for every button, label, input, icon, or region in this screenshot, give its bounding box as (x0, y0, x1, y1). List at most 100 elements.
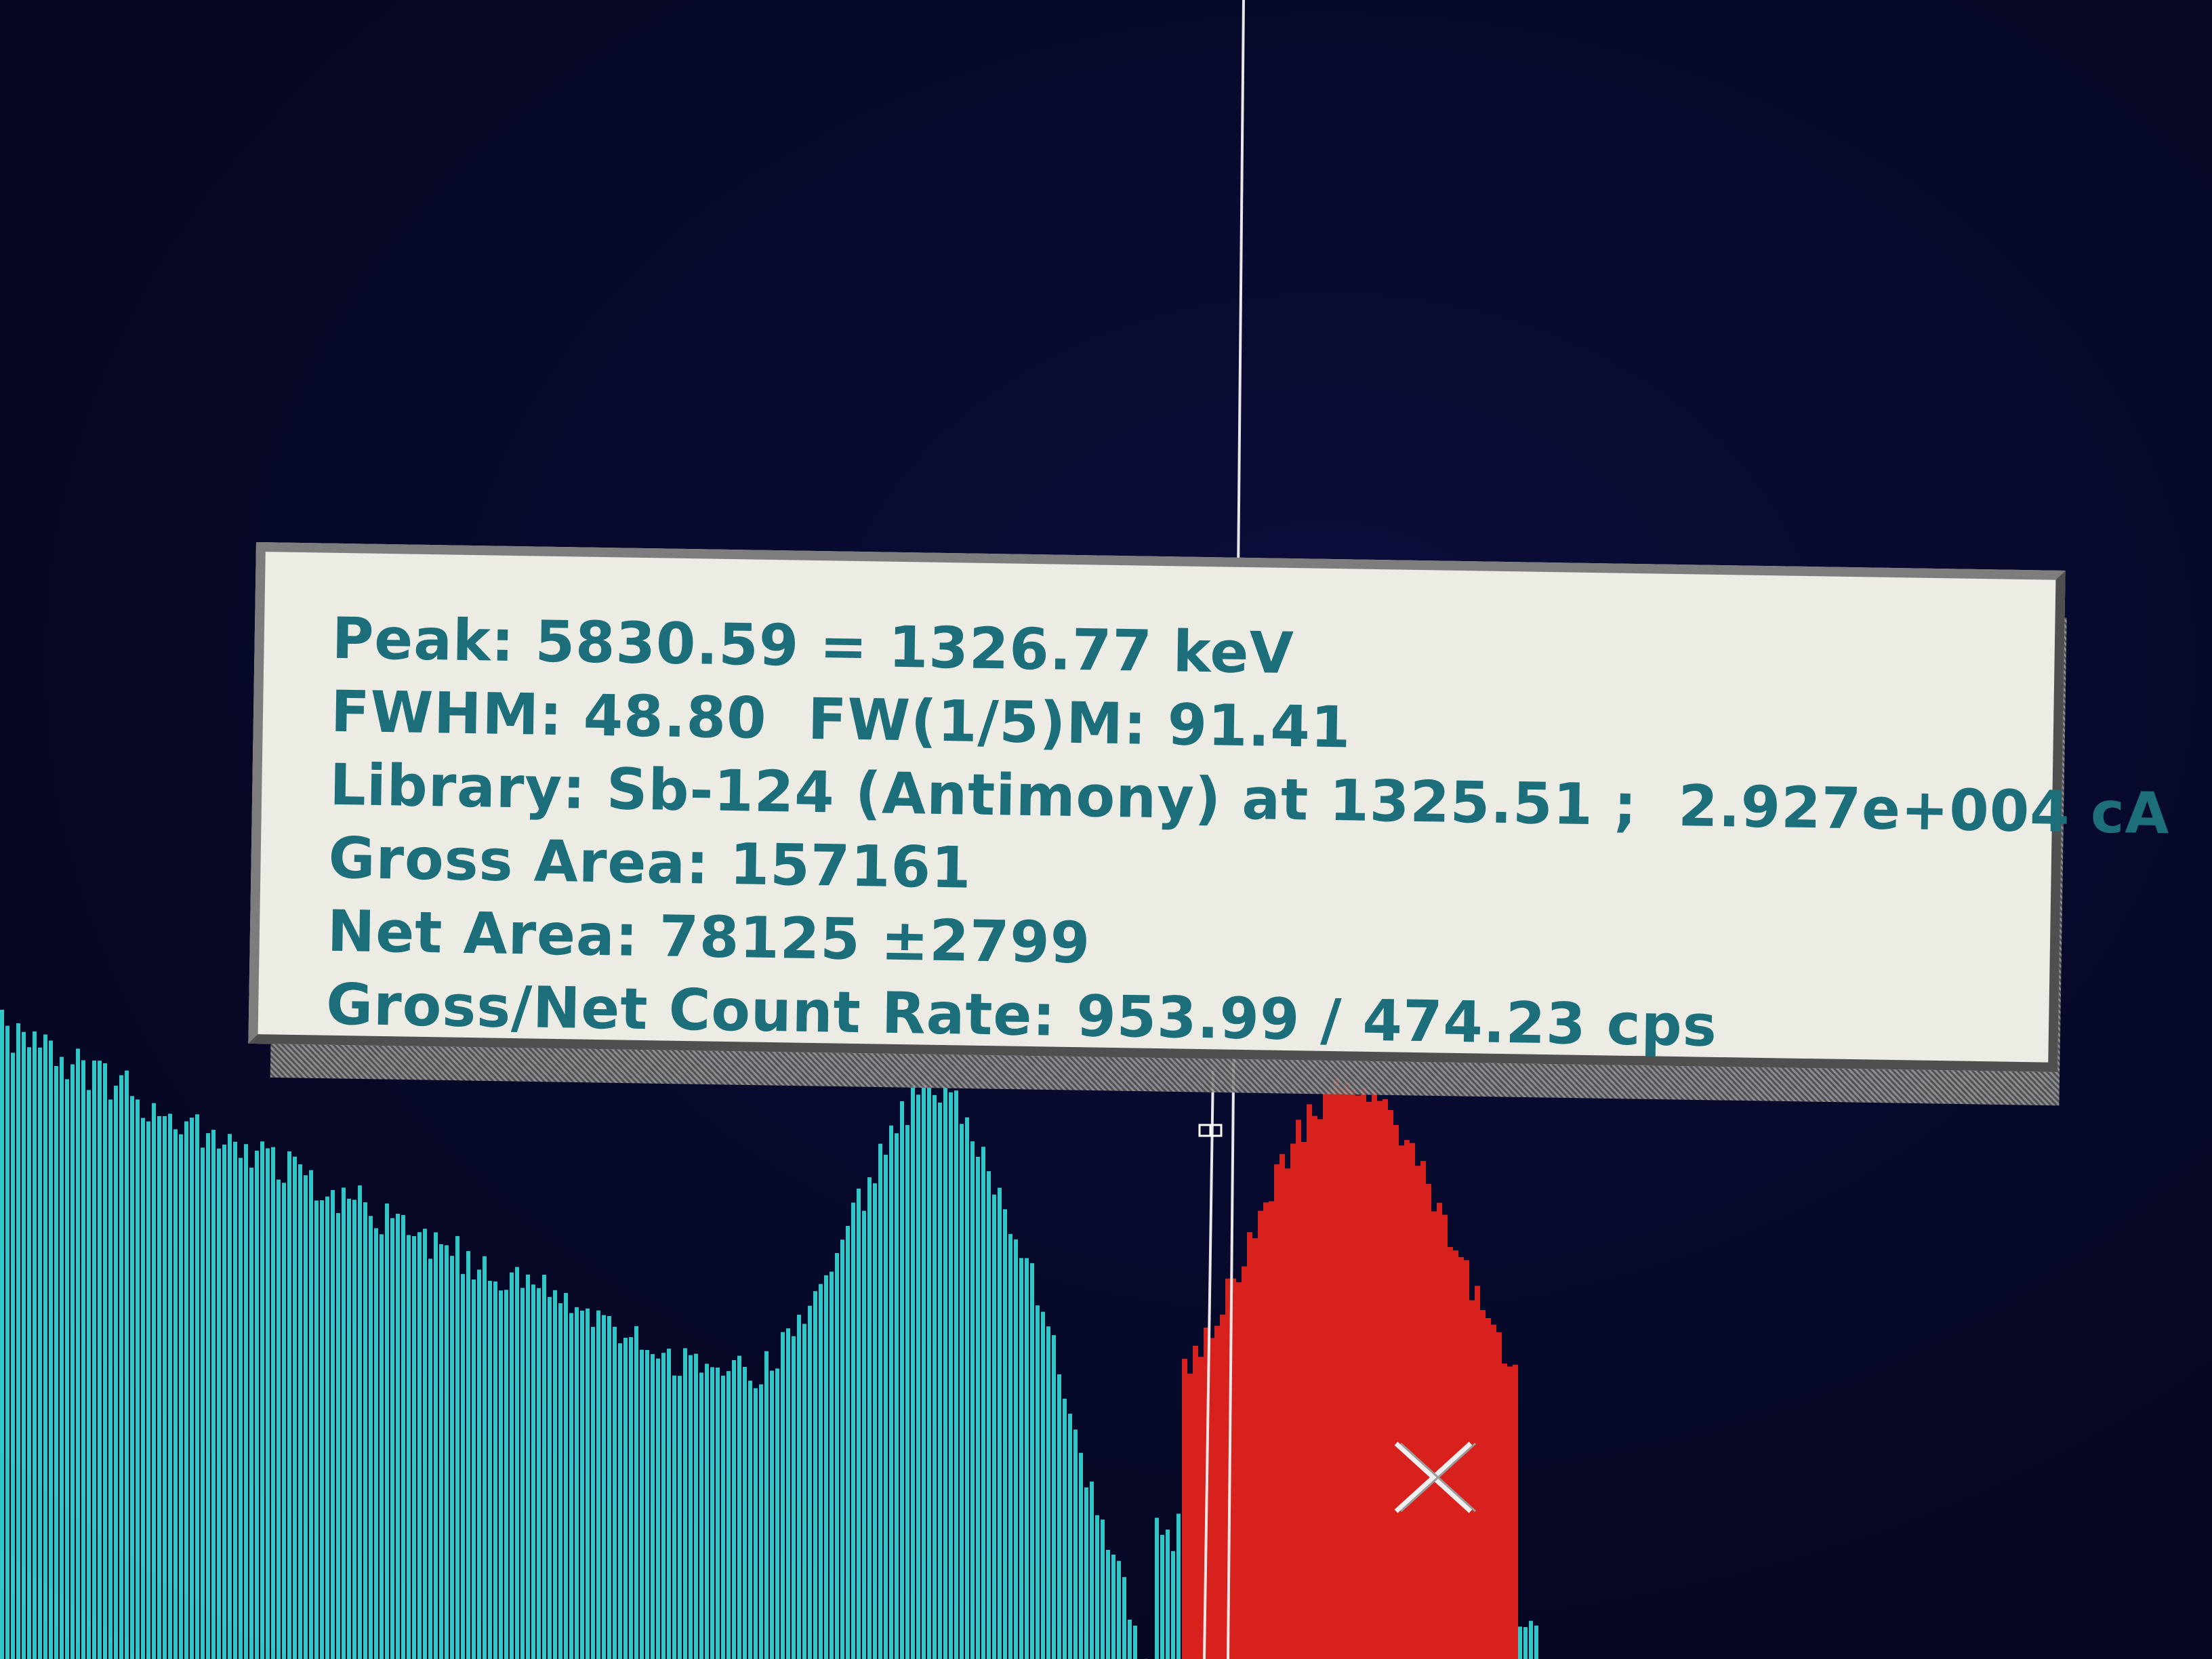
spectrum-channel-bar (623, 1337, 628, 1659)
roi-channel-bar (1231, 1278, 1236, 1659)
spectrum-channel-bar (439, 1244, 443, 1659)
roi-channel-bar (1247, 1232, 1252, 1659)
spectrum-channel-bar (1079, 1452, 1083, 1659)
spectrum-channel-bar (1117, 1561, 1121, 1659)
spectrum-channel-bar (618, 1343, 622, 1659)
roi-region[interactable] (1182, 1078, 1518, 1659)
roi-marker-handle[interactable] (1198, 1124, 1223, 1137)
spectrum-channel-bar (499, 1290, 503, 1659)
spectrum-channel-bar (358, 1185, 362, 1659)
roi-channel-bar (1209, 1338, 1214, 1659)
spectrum-channel-bar (634, 1326, 638, 1659)
spectrum-channel-bar (938, 1102, 942, 1659)
spectrum-channel-bar (163, 1115, 167, 1659)
spectrum-channel-bar (98, 1061, 102, 1659)
spectrum-channel-bar (1046, 1326, 1050, 1659)
spectrum-channel-bar (298, 1164, 302, 1659)
roi-channel-bar (1431, 1211, 1437, 1659)
spectrum-channel-bar (1036, 1305, 1040, 1659)
roi-channel-bar (1377, 1101, 1382, 1659)
spectrum-channel-bar (407, 1235, 411, 1659)
spectrum-channel-bar (905, 1125, 909, 1659)
spectrum-channel-bar (385, 1203, 389, 1659)
spectrum-channel-bar (1133, 1625, 1137, 1659)
spectrum-channel-bar (992, 1194, 996, 1659)
spectrum-channel-bar (390, 1218, 394, 1659)
crosshair-x-icon (1394, 1441, 1477, 1513)
roi-channel-bar (1442, 1214, 1448, 1659)
spectrum-channel-bar (710, 1367, 714, 1659)
spectrum-channel-bar (70, 1064, 75, 1659)
spectrum-channel-bar (732, 1360, 736, 1659)
spectrum-channel-bar (347, 1198, 351, 1659)
spectrum-channel-bar (325, 1196, 329, 1659)
spectrum-channel-bar (651, 1354, 655, 1659)
spectrum-channel-bar (569, 1313, 573, 1659)
spectrum-channel-bar (770, 1370, 774, 1659)
spectrum-channel-bar (705, 1364, 709, 1659)
spectrum-channel-bar (1171, 1551, 1175, 1659)
spectrum-channel-bar (987, 1171, 991, 1659)
spectrum-channel-bar (1052, 1335, 1056, 1659)
spectrum-channel-bar (895, 1133, 899, 1659)
spectrum-channel-bar (830, 1271, 834, 1659)
spectrum-channel-bar (455, 1235, 459, 1659)
spectrum-channel-bar (531, 1284, 535, 1659)
spectrum-channel-bar (737, 1355, 741, 1659)
spectrum-channel-bar (222, 1144, 226, 1659)
roi-marker-line[interactable] (1203, 1070, 1214, 1659)
roi-channel-bar (1382, 1099, 1388, 1659)
spectrum-channel-bar (184, 1121, 188, 1659)
spectrum-channel-bar (683, 1348, 687, 1659)
spectrum-channel-bar (195, 1114, 199, 1659)
spectrum-channel-bar (645, 1350, 649, 1659)
roi-channel-bar (1225, 1278, 1231, 1659)
spectrum-channel-bar (1030, 1263, 1034, 1659)
spectrum-channel-bar (179, 1134, 183, 1659)
roi-channel-bar (1350, 1090, 1355, 1659)
spectrum-channel-bar (363, 1202, 367, 1659)
spectrum-channel-bar (1073, 1429, 1078, 1659)
spectrum-channel-bar (304, 1175, 308, 1659)
spectrum-channel-bar (434, 1232, 438, 1659)
spectrum-channel-bar (493, 1281, 497, 1659)
spectrum-channel-bar (43, 1034, 47, 1659)
spectrum-channels (0, 1010, 1538, 1659)
spectrum-channel-bar (76, 1048, 80, 1659)
roi-channel-bar (1415, 1166, 1420, 1659)
spectrum-channel-bar (960, 1124, 964, 1659)
spectrum-channel-bar (136, 1099, 140, 1659)
roi-channel-bar (1361, 1087, 1366, 1659)
spectrum-channel-bar (927, 1087, 931, 1659)
spectrum-channel-bar (933, 1094, 937, 1659)
spectrum-channel-bar (16, 1023, 20, 1659)
spectrum-channel-bar (564, 1292, 568, 1659)
roi-channel-bar (1372, 1091, 1377, 1659)
spectrum-channel-bar (916, 1094, 920, 1659)
spectrum-channel-bar (282, 1183, 286, 1659)
spectrum-channel-bar (428, 1258, 432, 1659)
spectrum-channel-bar (726, 1371, 731, 1659)
spectrum-channel-bar (483, 1256, 487, 1659)
spectrum-channel-bar (754, 1388, 758, 1659)
spectrum-channel-bar (190, 1118, 194, 1659)
spectrum-channel-bar (721, 1375, 725, 1659)
roi-channel-bar (1242, 1266, 1247, 1659)
spectrum-channel-bar (401, 1214, 405, 1659)
spectrum-channel-bar (510, 1272, 514, 1659)
spectrum-channel-bar (1518, 1626, 1522, 1659)
spectrum-channel-bar (466, 1251, 470, 1659)
roi-channel-bar (1285, 1168, 1290, 1659)
spectrum-channel-bar (515, 1267, 519, 1659)
spectrum-channel-bar (656, 1358, 660, 1659)
spectrum-channel-bar (558, 1303, 562, 1659)
spectrum-channel-bar (244, 1144, 248, 1659)
spectrum-channel-bar (1523, 1626, 1528, 1659)
spectrum-channel-bar (840, 1240, 844, 1659)
spectrum-channel-bar (867, 1177, 872, 1659)
spectrum-channel-bar (206, 1133, 210, 1659)
spectrum-channel-bar (1025, 1258, 1029, 1659)
spectrum-channel-bar (846, 1225, 850, 1659)
